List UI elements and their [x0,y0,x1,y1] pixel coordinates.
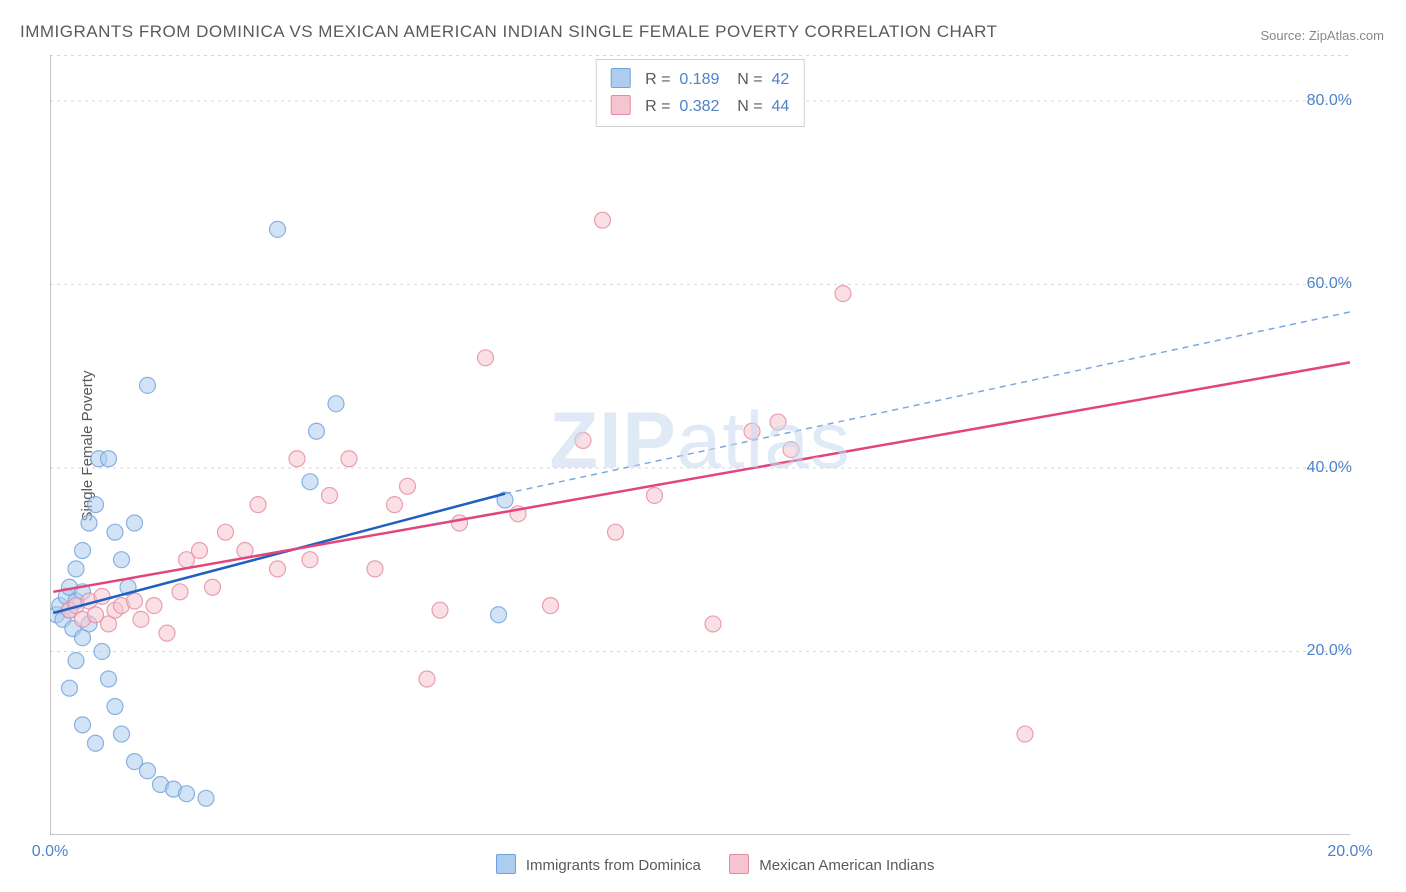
series1-point [114,552,130,568]
series1-point [127,515,143,531]
series2-point [400,478,416,494]
series2-point [452,515,468,531]
series1-point [179,786,195,802]
series1-point [75,630,91,646]
series2-point [205,579,221,595]
series2-point [159,625,175,641]
legend-swatch-1 [496,854,516,874]
r-label: R = [645,71,670,88]
series1-point [75,543,91,559]
series2-point [270,561,286,577]
legend-label-2: Mexican American Indians [759,857,934,874]
stats-r-2: 0.382 [679,98,719,115]
stats-row-2: R = 0.382 N = 44 [611,93,790,120]
legend-label-1: Immigrants from Dominica [526,857,701,874]
y-tick-label: 60.0% [1307,275,1352,293]
series2-point [218,524,234,540]
series1-point [198,790,214,806]
trend-line-1-ext [505,312,1350,494]
series1-point [62,680,78,696]
series2-point [387,497,403,513]
series1-point [68,561,84,577]
series2-point [172,584,188,600]
plot-svg [50,55,1350,835]
source-label: Source: [1260,28,1308,43]
source-attribution: Source: ZipAtlas.com [1260,28,1384,43]
series1-point [270,221,286,237]
series1-point [140,763,156,779]
series1-point [309,423,325,439]
series1-point [81,515,97,531]
series2-point [127,593,143,609]
series2-point [146,598,162,614]
scatter-plot: ZIPatlas R = 0.189 N = 42 R = 0.382 N = … [50,55,1350,835]
series2-point [608,524,624,540]
y-tick-label: 20.0% [1307,642,1352,660]
stats-box: R = 0.189 N = 42 R = 0.382 N = 44 [596,59,805,127]
series2-point [133,611,149,627]
series1-point [101,451,117,467]
source-name: ZipAtlas.com [1309,28,1384,43]
stats-row-1: R = 0.189 N = 42 [611,66,790,93]
series2-point [432,602,448,618]
y-tick-label: 80.0% [1307,92,1352,110]
series2-point [250,497,266,513]
stats-swatch-1 [611,68,631,88]
series1-point [328,396,344,412]
y-tick-label: 40.0% [1307,459,1352,477]
series2-point [322,487,338,503]
series2-point [543,598,559,614]
r-label: R = [645,98,670,115]
series2-point [705,616,721,632]
series2-point [302,552,318,568]
trend-line-2 [53,362,1350,591]
n-label: N = [737,98,762,115]
series2-point [744,423,760,439]
stats-swatch-2 [611,95,631,115]
series1-point [107,699,123,715]
bottom-legend: Immigrants from Dominica Mexican America… [0,854,1406,874]
series2-point [419,671,435,687]
series2-point [478,350,494,366]
series1-point [491,607,507,623]
series2-point [367,561,383,577]
series1-point [114,726,130,742]
series1-point [94,643,110,659]
chart-title: IMMIGRANTS FROM DOMINICA VS MEXICAN AMER… [20,22,998,42]
series1-point [140,377,156,393]
series1-point [107,524,123,540]
series1-point [88,735,104,751]
series2-point [341,451,357,467]
n-label: N = [737,71,762,88]
series2-point [647,487,663,503]
series2-point [835,286,851,302]
stats-n-2: 44 [771,98,789,115]
series2-point [575,432,591,448]
series1-point [101,671,117,687]
series2-point [289,451,305,467]
series2-point [783,442,799,458]
stats-n-1: 42 [771,71,789,88]
series2-point [595,212,611,228]
stats-r-1: 0.189 [679,71,719,88]
series2-point [1017,726,1033,742]
series1-point [302,474,318,490]
series2-point [192,543,208,559]
series2-point [770,414,786,430]
series1-point [75,717,91,733]
series1-point [68,653,84,669]
legend-swatch-2 [729,854,749,874]
series1-point [88,497,104,513]
